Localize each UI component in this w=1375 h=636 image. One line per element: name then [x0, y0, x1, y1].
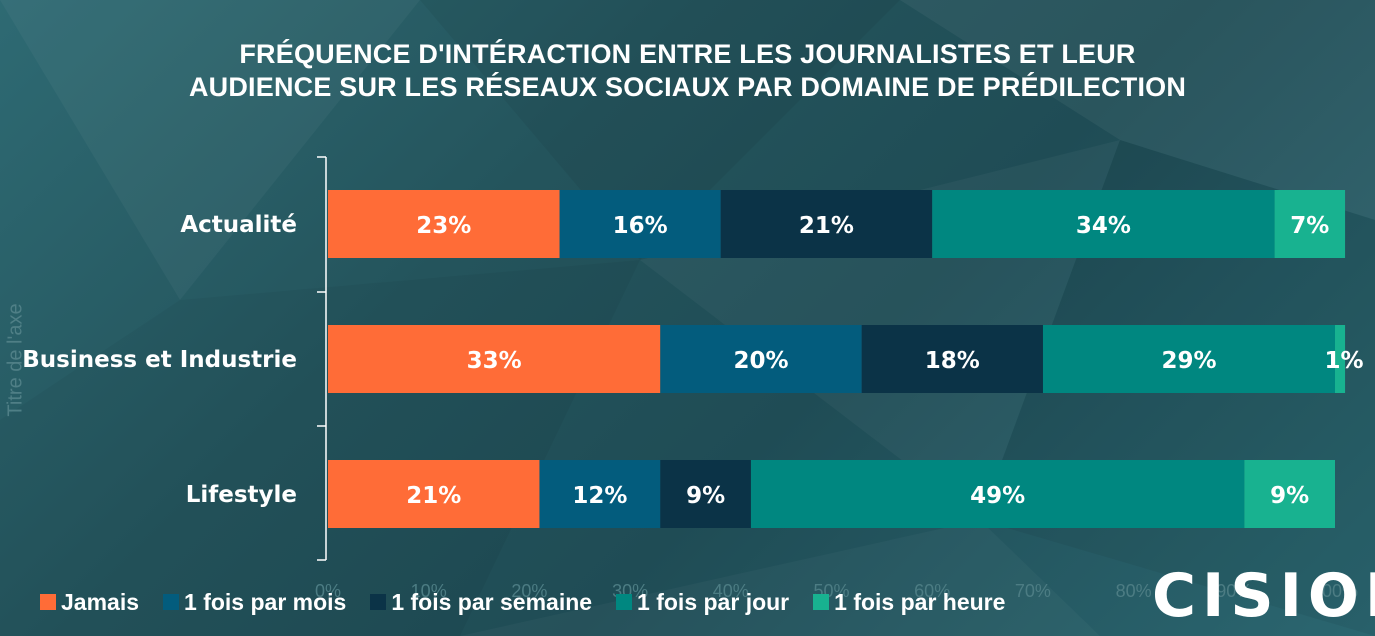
legend-swatch: [163, 594, 180, 610]
bar-segment: [539, 460, 661, 528]
legend-item: 1 fois par jour: [616, 589, 789, 616]
data-label: 34%: [1076, 213, 1131, 239]
data-label: 23%: [416, 213, 471, 239]
legend-swatch: [370, 594, 387, 610]
bar-segment: [328, 325, 661, 393]
x-tick-label: 100%: [1312, 581, 1358, 601]
chart-title-line-1: FRÉQUENCE D'INTÉRACTION ENTRE LES JOURNA…: [239, 39, 1136, 69]
bar-segment: [1042, 325, 1335, 393]
chart-title-line-2: AUDIENCE SUR LES RÉSEAUX SOCIAUX PAR DOM…: [188, 72, 1187, 102]
legend-label: 1 fois par semaine: [391, 588, 593, 615]
x-tick-label: 90%: [1216, 581, 1252, 601]
legend-label: 1 fois par jour: [637, 588, 790, 615]
bar-segment: [660, 325, 862, 393]
category-label: Business et Industrie: [22, 347, 297, 373]
legend-item: 1 fois par mois: [163, 589, 346, 616]
x-tick-label: 40%: [713, 581, 749, 601]
data-label: 9%: [686, 483, 725, 509]
legend-item: 1 fois par semaine: [370, 589, 592, 616]
bar-segment: [932, 190, 1275, 258]
x-tick-label: 10%: [411, 581, 447, 601]
data-label: 1%: [1325, 348, 1364, 374]
bar-segment: [1274, 190, 1346, 258]
legend-item: 1 fois par heure: [813, 589, 1005, 616]
x-tick-label: 20%: [511, 581, 547, 601]
data-label: 21%: [799, 213, 854, 239]
category-label: Lifestyle: [186, 482, 297, 508]
data-label: 7%: [1290, 213, 1329, 239]
chart-title: FRÉQUENCE D'INTÉRACTION ENTRE LES JOURNA…: [0, 38, 1375, 104]
data-label: 9%: [1270, 483, 1309, 509]
bar-segment: [720, 190, 933, 258]
category-label: Actualité: [180, 212, 297, 238]
x-tick-label: 60%: [914, 581, 950, 601]
x-tick-label: 70%: [1015, 581, 1051, 601]
bar-segment: [1335, 325, 1346, 393]
bar-segment: [1244, 460, 1335, 528]
legend-swatch: [40, 594, 56, 610]
legend: Jamais 1 fois par mois 1 fois par semaine 1…: [40, 586, 1029, 618]
bar-segment: [861, 325, 1043, 393]
data-label: 29%: [1161, 348, 1216, 374]
bar-segment: [328, 460, 540, 528]
data-label: 18%: [925, 348, 980, 374]
x-tick-label: 80%: [1116, 581, 1152, 601]
data-label: 12%: [572, 483, 627, 509]
legend-swatch: [616, 594, 633, 610]
legend-label: 1 fois par mois: [184, 588, 347, 615]
data-label: 16%: [613, 213, 668, 239]
cision-logo: CISION®: [1152, 556, 1375, 636]
legend-label: 1 fois par heure: [834, 588, 1006, 615]
bar-segment: [328, 190, 560, 258]
legend-item: Jamais: [40, 589, 139, 616]
data-label: 49%: [970, 483, 1025, 509]
bar-segment: [559, 190, 721, 258]
legend-swatch: [813, 594, 830, 610]
brand-name: CISION: [1152, 561, 1375, 631]
bar-segment: [660, 460, 751, 528]
data-label: 33%: [467, 348, 522, 374]
legend-label: Jamais: [61, 588, 140, 615]
bar-segment: [750, 460, 1245, 528]
data-label: 20%: [733, 348, 788, 374]
data-label: 21%: [406, 483, 461, 509]
x-tick-label: 0%: [315, 581, 341, 601]
